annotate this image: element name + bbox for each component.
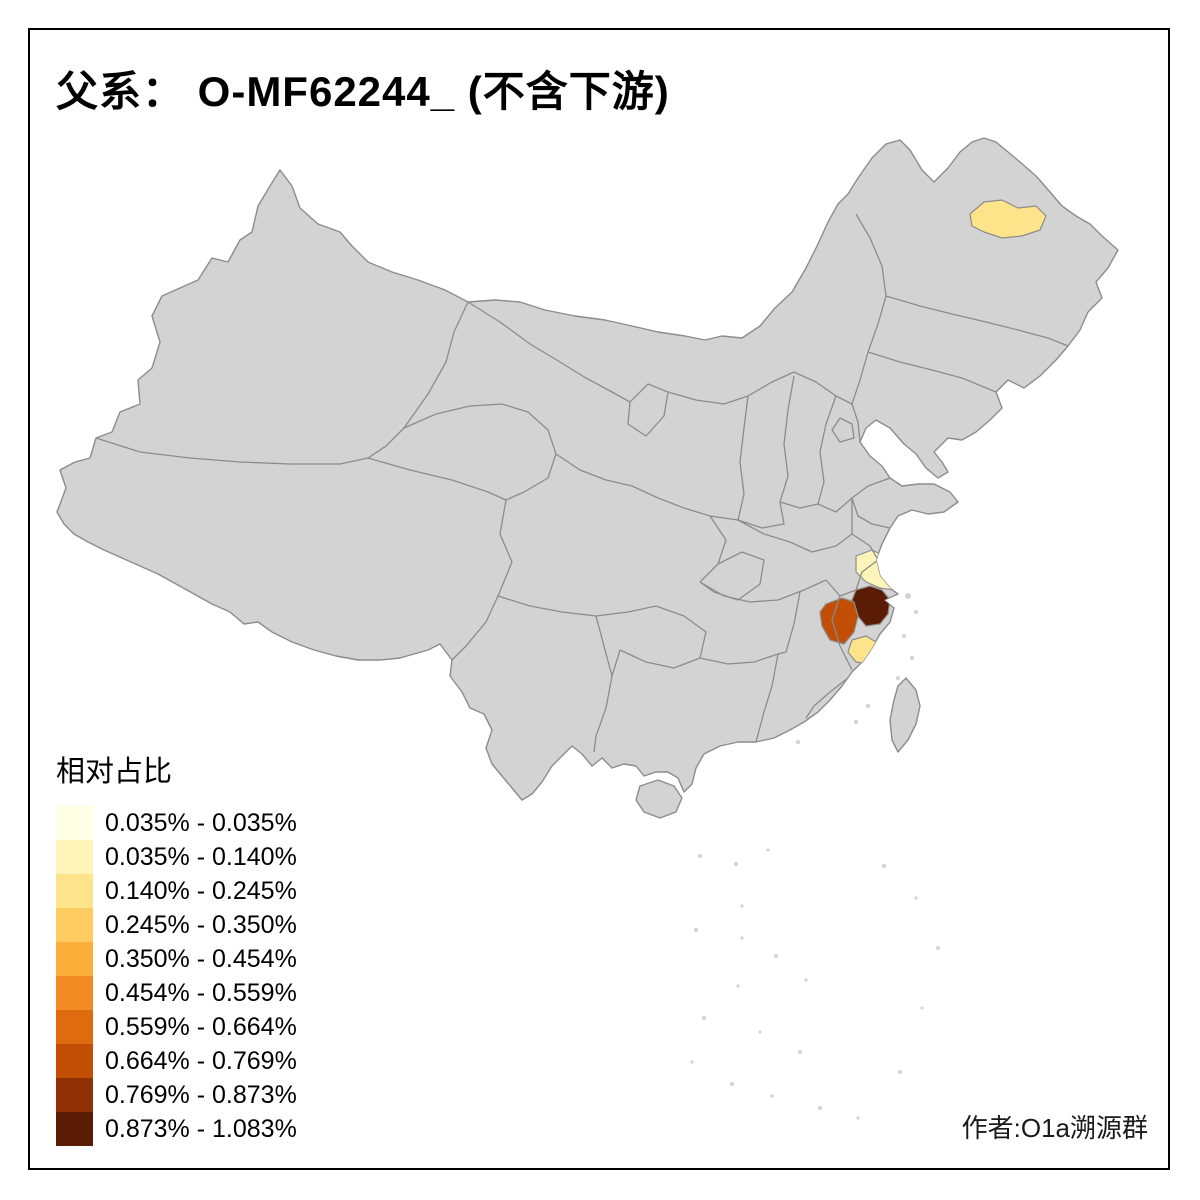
legend-row: 0.454% - 0.559% — [56, 976, 297, 1010]
legend-row: 0.350% - 0.454% — [56, 942, 297, 976]
highlight-regions — [819, 199, 1047, 665]
legend-label: 0.035% - 0.140% — [105, 842, 297, 871]
legend-row: 0.769% - 0.873% — [56, 1078, 297, 1112]
coastal-islets — [796, 593, 918, 744]
legend-swatch — [56, 874, 93, 908]
legend: 相对占比 0.035% - 0.035% 0.035% - 0.140% 0.140… — [56, 748, 297, 1146]
legend-row: 0.035% - 0.035% — [56, 806, 297, 840]
legend-label: 0.873% - 1.083% — [105, 1114, 297, 1143]
legend-row: 0.664% - 0.769% — [56, 1044, 297, 1078]
south-china-sea-islets — [690, 848, 940, 1120]
legend-swatch — [56, 1010, 93, 1044]
legend-swatch — [56, 840, 93, 874]
region-west-zhejiang-highlight — [819, 597, 859, 645]
legend-label: 0.350% - 0.454% — [105, 944, 297, 973]
legend-label: 0.769% - 0.873% — [105, 1080, 297, 1109]
legend-row: 0.873% - 1.083% — [56, 1112, 297, 1146]
landmass-group — [56, 137, 1119, 819]
legend-swatch — [56, 976, 93, 1010]
map-title: 父系： O-MF62244_ (不含下游) — [56, 68, 670, 115]
legend-swatch — [56, 806, 93, 840]
attribution: 作者:O1a溯源群 — [961, 1113, 1148, 1143]
legend-label: 0.454% - 0.559% — [105, 978, 297, 1007]
legend-swatch — [56, 908, 93, 942]
legend-row: 0.559% - 0.664% — [56, 1010, 297, 1044]
legend-label: 0.035% - 0.035% — [105, 808, 297, 837]
legend-row: 0.035% - 0.140% — [56, 840, 297, 874]
legend-label: 0.664% - 0.769% — [105, 1046, 297, 1075]
legend-swatch — [56, 1078, 93, 1112]
province-borders — [95, 213, 1069, 753]
legend-title: 相对占比 — [56, 756, 173, 788]
legend-label: 0.140% - 0.245% — [105, 876, 297, 905]
mainland-outline — [56, 137, 1119, 801]
legend-swatch — [56, 1112, 93, 1146]
region-heilongjiang-highlight — [969, 199, 1047, 239]
legend-label: 0.245% - 0.350% — [105, 910, 297, 939]
legend-swatch — [56, 942, 93, 976]
taiwan-island — [889, 677, 921, 753]
legend-label: 0.559% - 0.664% — [105, 1012, 297, 1041]
legend-swatch — [56, 1044, 93, 1078]
hainan-island — [635, 779, 683, 819]
legend-rows: 0.035% - 0.035% 0.035% - 0.140% 0.140% - 0… — [56, 806, 297, 1146]
legend-row: 0.140% - 0.245% — [56, 874, 297, 908]
legend-row: 0.245% - 0.350% — [56, 908, 297, 942]
